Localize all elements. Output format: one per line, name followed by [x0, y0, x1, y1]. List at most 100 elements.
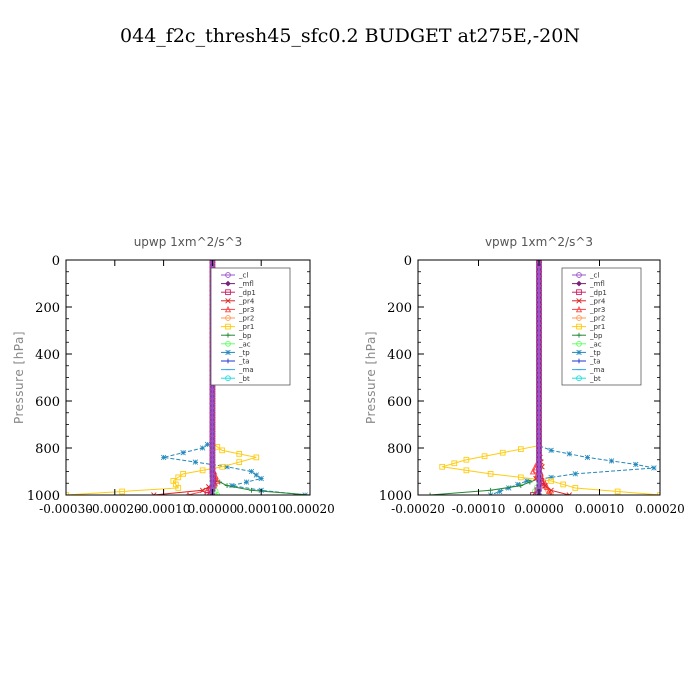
legend-label: _dp1 — [238, 289, 256, 297]
legend: _cl_mfl_dp1_pr4_pr3_pr2_pr1_bp_ac_tp_ta_… — [210, 267, 291, 386]
series-group — [427, 260, 660, 495]
legend-marker — [225, 289, 231, 296]
x-tick-label: -0.00010 — [452, 502, 506, 516]
legend-marker — [225, 323, 231, 330]
series-point_pr3 — [529, 468, 537, 475]
legend: _cl_mfl_dp1_pr4_pr3_pr2_pr1_bp_ac_tp_ta_… — [561, 267, 642, 386]
panel-title: vpwp 1xm^2/s^3 — [485, 235, 593, 249]
series-point_pr1 — [236, 459, 243, 465]
x-tick-label: 0.00020 — [635, 502, 685, 516]
y-tick-label: 800 — [387, 442, 412, 457]
x-tick-label: 0.00010 — [236, 502, 286, 516]
series-point_pr1 — [253, 454, 260, 461]
x-tick-label: 0.00000 — [514, 502, 564, 516]
legend-marker — [576, 280, 582, 287]
x-tick-label: -0.00020 — [391, 502, 445, 516]
legend-label: _ta — [238, 358, 250, 366]
series-point_tp — [608, 458, 615, 464]
series-point_pr1 — [219, 447, 226, 454]
legend-marker — [225, 280, 231, 287]
legend-marker — [576, 323, 582, 330]
series-point_pr4 — [548, 487, 554, 494]
series-point_tp — [584, 454, 591, 461]
series-point_tp — [224, 464, 230, 470]
y-tick-label: 200 — [35, 301, 60, 316]
chart-panel-2: vpwp 1xm^2/s^3 Pressure [hPa] -0.00020 -0.0… — [364, 235, 685, 516]
legend-marker — [576, 349, 582, 356]
series-point_bp — [488, 487, 493, 493]
x-tick-label: -0.00010 — [137, 502, 191, 516]
legend-marker — [225, 349, 231, 356]
legend-label: _pr3 — [589, 306, 605, 314]
series-point_pr4 — [199, 487, 206, 494]
legend-label: _bt — [238, 375, 250, 383]
legend-label: _mfl — [589, 280, 605, 288]
series-point_tp — [258, 475, 264, 482]
series-line_pr4 — [153, 260, 216, 495]
series-point_pr1 — [572, 485, 579, 491]
series-point_pr1 — [481, 453, 488, 460]
legend-marker — [576, 358, 582, 364]
series_cl — [536, 260, 542, 495]
series-point_tp — [515, 481, 521, 488]
series-point_tp — [204, 441, 211, 448]
series-point_tp — [548, 447, 554, 454]
legend-marker — [225, 298, 231, 304]
series-point_pr4 — [542, 482, 548, 489]
series-point_tp — [548, 474, 554, 481]
legend-label: _ma — [238, 366, 254, 374]
series-point_bp — [518, 483, 524, 488]
series-point_tp — [229, 482, 235, 489]
legend-label: _pr4 — [589, 297, 606, 305]
series_pr4 — [151, 260, 218, 495]
legend-label: _tp — [589, 349, 601, 357]
legend-marker — [225, 358, 231, 364]
legend-marker — [225, 340, 231, 347]
y-tick-label: 0 — [52, 254, 60, 269]
series-point_tp — [651, 465, 657, 471]
legend-label: _pr2 — [238, 315, 254, 323]
legend-marker — [575, 305, 583, 313]
series-point_ac — [214, 492, 221, 495]
legend-label: _ac — [589, 340, 602, 348]
legend-marker — [576, 289, 582, 296]
legend-marker — [225, 332, 231, 338]
series-point_pr1 — [175, 485, 182, 491]
legend-marker — [576, 332, 582, 338]
legend-label: _ac — [238, 340, 251, 348]
series-point_tp — [199, 445, 206, 451]
y-tick-label: 600 — [35, 395, 60, 410]
series-point_tp — [496, 488, 503, 495]
series-point_pr1 — [175, 474, 182, 481]
series-point_pr1 — [548, 478, 554, 484]
series-point_tp — [180, 450, 186, 456]
series-point_pr1 — [518, 446, 524, 453]
x-tick-label: -0.00020 — [88, 502, 142, 516]
series-point_bp — [249, 487, 254, 493]
y-tick-label: 400 — [387, 348, 412, 363]
series-point_pr1 — [463, 456, 470, 463]
y-tick-label: 400 — [35, 348, 60, 363]
y-axis-label: Pressure [hPa] — [364, 331, 378, 424]
series-point_pr1 — [518, 474, 524, 481]
series-point_pr4 — [151, 492, 157, 495]
series-point_dp1 — [204, 492, 211, 495]
series-point_bp — [224, 483, 230, 488]
series-point_pr1 — [499, 449, 506, 456]
y-tick-label: 1000 — [379, 489, 412, 504]
legend-label: _pr3 — [238, 306, 254, 314]
series-point_tp — [633, 461, 639, 468]
x-tick-label: 0.00010 — [575, 502, 625, 516]
series-point_tp — [253, 472, 260, 478]
series-point_tp — [524, 478, 530, 484]
series-point_dp1 — [530, 492, 536, 495]
legend-label: _cl — [589, 272, 599, 280]
legend-marker — [576, 272, 582, 278]
panel-title: upwp 1xm^2/s^3 — [134, 235, 243, 249]
figure-title: 044_f2c_thresh45_sfc0.2 BUDGET at275E,-2… — [120, 25, 580, 47]
y-tick-label: 0 — [404, 254, 412, 269]
series-point_tp — [572, 471, 578, 477]
series-point_tp — [243, 479, 250, 485]
legend-marker — [225, 375, 231, 382]
